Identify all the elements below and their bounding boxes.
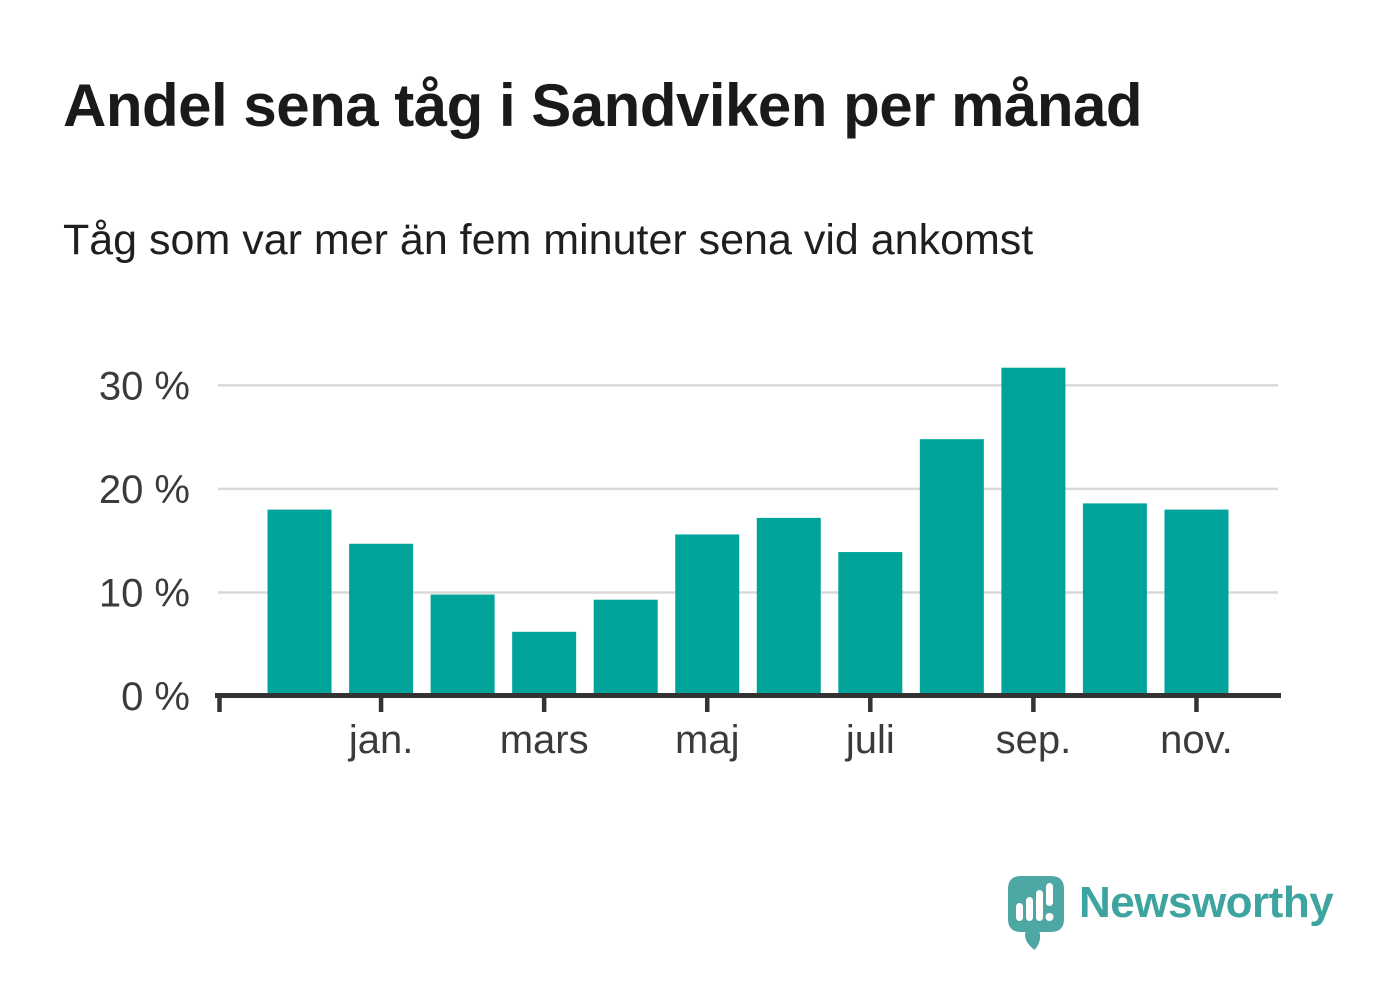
x-axis-tick [541,696,547,712]
x-tick-label: juli [845,718,895,762]
x-axis-line [215,693,1281,698]
bar-mars [512,631,577,696]
chart-subtitle: Tåg som var mer än fem minuter sena vid … [63,216,1034,264]
y-tick-label: 20 % [99,468,190,512]
bar-juli [838,552,903,696]
x-axis-tick [1031,696,1036,712]
x-axis-tick [378,696,384,712]
x-tick-label: sep. [996,718,1072,762]
x-tick-label: mars [500,718,589,762]
logo-bar-medium [1026,897,1033,921]
x-axis-tick [868,696,873,712]
bar-maj [675,534,740,696]
bar-sep. [1001,367,1066,696]
bar-okt. [1082,503,1147,696]
x-tick-label: maj [675,718,739,762]
bar-feb. [430,594,495,696]
y-tick-label: 0 % [121,675,190,719]
bar-dec. [267,509,332,696]
logo-exclamation-dot [1045,913,1054,921]
x-tick-label: nov. [1160,718,1233,762]
chart-title: Andel sena tåg i Sandviken per månad [63,72,1143,139]
logo-exclamation-stem [1046,883,1053,906]
logo-bar-large [1036,890,1043,921]
bar-nov. [1164,509,1229,696]
newsworthy-logo-icon [1008,876,1064,950]
bar-apr. [593,599,658,696]
x-axis-tick [1194,696,1199,712]
bar-chart: jan. mars maj juli sep. nov. 0 % 10 % 20 % 30 % [99,364,1281,762]
bar-juni [756,517,821,696]
newsworthy-logo-text: Newsworthy [1079,878,1334,927]
bar-aug. [919,439,984,696]
y-tick-label: 10 % [99,571,190,615]
x-axis-tick [217,696,222,712]
x-axis-tick [704,696,710,712]
logo-bar-small [1016,903,1023,921]
y-tick-label: 30 % [99,364,190,408]
bar-jan. [349,543,414,696]
x-tick-label: jan. [348,718,414,762]
